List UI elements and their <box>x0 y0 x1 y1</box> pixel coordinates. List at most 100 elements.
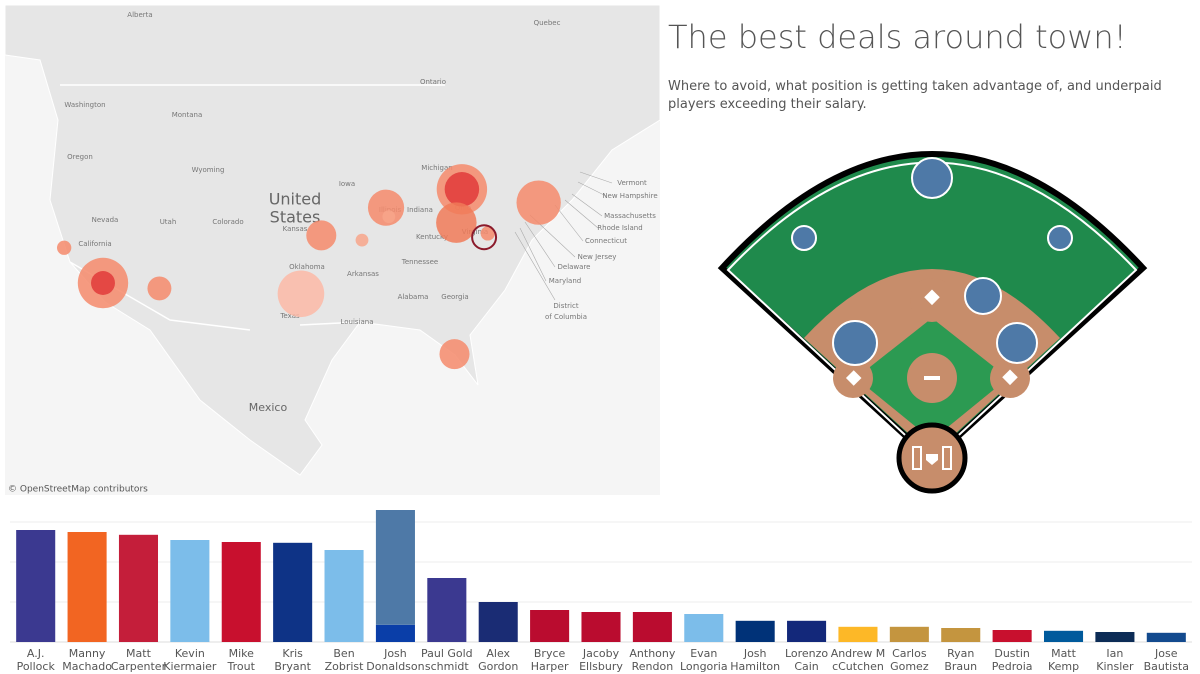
x-tick-label: Kiermaier <box>163 660 217 673</box>
x-tick-label: Bautista <box>1144 660 1189 673</box>
map-label: Maryland <box>549 277 581 285</box>
x-tick-label: Andrew M <box>831 647 886 660</box>
bar <box>375 624 415 642</box>
x-tick-label: Kevin <box>175 647 205 660</box>
x-tick-label: Alex <box>486 647 510 660</box>
bar <box>787 620 827 642</box>
positions <box>791 157 1073 366</box>
subtitle: Where to avoid, what position is getting… <box>668 79 1162 112</box>
bubble <box>277 270 325 318</box>
bubble <box>480 226 495 241</box>
bar <box>1095 632 1135 642</box>
map-label: Connecticut <box>585 237 627 245</box>
map-label: Wyoming <box>192 166 225 174</box>
bar <box>118 534 159 642</box>
map-label: Indiana <box>407 206 433 214</box>
map-label: Oregon <box>67 153 93 161</box>
x-tick-label: Mike <box>229 647 255 660</box>
map-label: Montana <box>172 111 203 119</box>
bar <box>889 626 929 642</box>
bar <box>221 542 261 642</box>
map-label: Vermont <box>617 179 647 187</box>
x-tick-label: Trout <box>227 660 256 673</box>
map-label: New Jersey <box>578 253 617 261</box>
map-label: Ontario <box>420 78 446 86</box>
x-tick-label: Matt <box>1051 647 1077 660</box>
x-tick-label: Bryant <box>274 660 311 673</box>
bar <box>1043 630 1084 642</box>
x-tick-label: Josh <box>743 647 767 660</box>
x-tick-label: schmidt <box>425 660 470 673</box>
x-tick-label: Bryce <box>534 647 566 660</box>
map-label: Iowa <box>339 180 355 188</box>
map-label: Utah <box>160 218 177 226</box>
map-label: Mexico <box>249 401 288 414</box>
x-tick-label: Ben <box>333 647 354 660</box>
bar <box>992 630 1032 642</box>
title: The best deals around town! <box>668 18 1127 56</box>
map-label: States <box>270 208 321 227</box>
bar <box>16 530 56 642</box>
bubble <box>436 202 477 243</box>
x-tick-label: Carlos <box>892 647 927 660</box>
map-label: Tennessee <box>401 258 438 266</box>
x-tick-label: Kemp <box>1048 660 1079 673</box>
map-label: Nevada <box>92 216 119 224</box>
map-label: Rhode Island <box>597 224 642 232</box>
x-tick-label: Ellsbury <box>579 660 623 673</box>
map-label: Michigan <box>421 164 452 172</box>
map-label: Colorado <box>212 218 243 226</box>
x-tick-label: Cain <box>794 660 818 673</box>
bar-chart: A.J.PollockMannyMachadoMattCarpenterKevi… <box>10 510 1192 673</box>
rubber <box>924 376 940 380</box>
map-label: Quebec <box>534 19 561 27</box>
bar <box>632 612 672 642</box>
x-tick-label: Jose <box>1154 647 1178 660</box>
bar <box>1146 632 1186 642</box>
x-tick-label: Manny <box>69 647 106 660</box>
x-tick-label: Rendon <box>632 660 674 673</box>
x-tick-label: Zobrist <box>325 660 365 673</box>
bar <box>581 612 621 642</box>
bar <box>684 614 724 642</box>
x-tick-label: Paul Gold <box>421 647 473 660</box>
bubble <box>91 271 115 295</box>
x-tick-label: A.J. <box>27 647 45 660</box>
bar <box>324 550 364 642</box>
x-tick-label: Matt <box>126 647 152 660</box>
x-tick-label: Gordon <box>478 660 518 673</box>
bar <box>478 602 518 642</box>
x-tick-label: Gomez <box>890 660 929 673</box>
x-tick-label: Lorenzo <box>785 647 828 660</box>
x-tick-label: Jacoby <box>582 647 620 660</box>
home-plate <box>926 454 938 465</box>
map-label: District <box>553 302 578 310</box>
map: Alberta Quebec Ontario Washington Montan… <box>4 4 660 495</box>
x-tick-label: Ryan <box>947 647 974 660</box>
x-tick-label: Hamilton <box>730 660 780 673</box>
x-tick-label: Kris <box>282 647 303 660</box>
bar <box>838 626 878 642</box>
map-label: Washington <box>64 101 105 109</box>
bar <box>273 542 313 642</box>
bubble <box>471 224 498 251</box>
map-label: Louisiana <box>340 318 373 326</box>
x-tick-label: Anthony <box>629 647 675 660</box>
bubble <box>516 180 561 225</box>
field <box>717 151 1148 494</box>
bubble <box>306 220 337 251</box>
bubble <box>439 339 470 370</box>
map-label: California <box>78 240 111 248</box>
map-label: Texas <box>279 312 300 320</box>
x-tick-label: Evan <box>690 647 717 660</box>
map-label: Oklahoma <box>289 263 325 271</box>
base <box>1002 369 1018 386</box>
x-tick-label: Ian <box>1106 647 1123 660</box>
bubble <box>444 172 480 207</box>
map-label: Kentucky <box>416 233 448 241</box>
base <box>924 289 940 306</box>
bar <box>530 610 570 642</box>
map-label: Delaware <box>558 263 591 271</box>
bubble <box>56 240 72 255</box>
map-label: Alabama <box>398 293 429 301</box>
